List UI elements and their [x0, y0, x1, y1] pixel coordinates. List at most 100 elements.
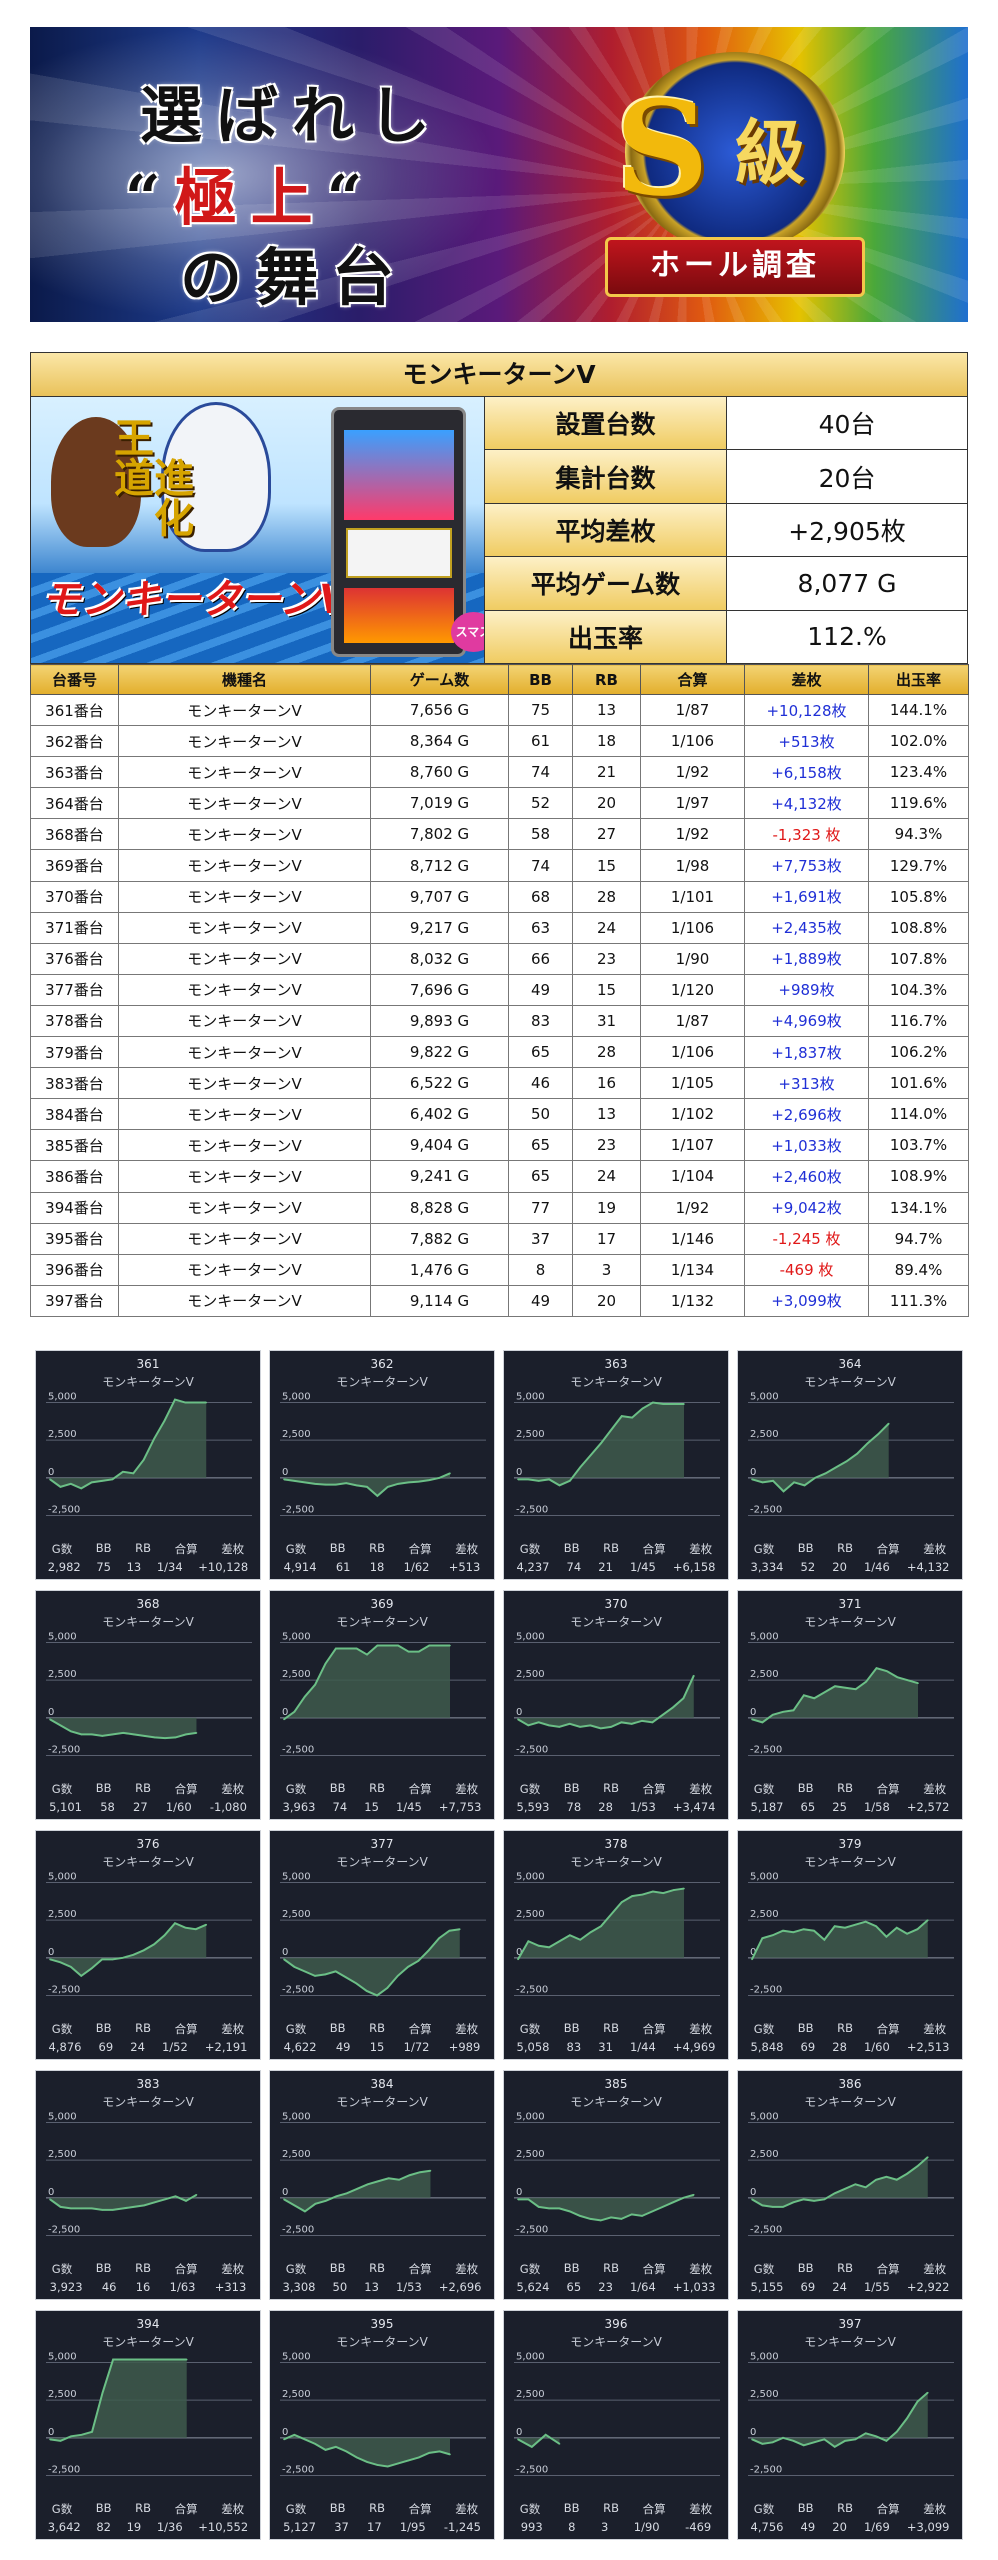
stats-header: RB	[603, 1541, 620, 1555]
stats-header: G数	[519, 2502, 541, 2516]
stats-value: -469	[685, 2520, 712, 2534]
y-tick-label: 0	[516, 1947, 522, 1958]
graph-point	[345, 2192, 348, 2195]
graph-point	[864, 1920, 867, 1923]
graph-line	[751, 1422, 890, 1493]
table-cell: 23	[572, 942, 641, 975]
y-tick-label: -2,500	[48, 1984, 80, 1995]
stats-header-row: G数 BB RB 合算 差枚	[738, 2261, 962, 2277]
stats-value: 4,914	[283, 1560, 317, 1574]
stats-value: 5,155	[750, 2280, 784, 2294]
stats-header: BB	[329, 2021, 346, 2035]
table-cell: モンキーターンⅤ	[118, 1129, 371, 1162]
graph-machine-name: モンキーターンV	[570, 1855, 662, 1869]
graph-point	[101, 1735, 104, 1737]
stats-value: 1/58	[863, 1800, 890, 1814]
stats-header: BB	[563, 1781, 580, 1795]
slump-graph: 5,000 2,500 0 -2,500	[748, 2352, 954, 2476]
stats-header: BB	[95, 2261, 112, 2275]
stats-value-row: 3,334 52 20 1/46 +4,132	[738, 1560, 962, 1574]
graph-point	[49, 2438, 51, 2441]
stats-value: 15	[364, 1800, 379, 1814]
graph-point	[428, 1644, 431, 1647]
graph-point	[283, 2198, 285, 2201]
graph-unit-number: 379	[838, 1837, 862, 1851]
slump-graph-card: 371 モンキーターンV 5,000 2,500 0 -2,500 G数 BB RB 合算 差枚 5,…	[737, 1590, 963, 1820]
y-tick-label: 5,000	[750, 2352, 779, 2363]
graph-point	[631, 1895, 633, 1897]
stats-header: G数	[753, 1542, 775, 1556]
stats-header: G数	[51, 1782, 73, 1796]
graph-point	[345, 1647, 348, 1650]
table-cell: モンキーターンⅤ	[118, 911, 371, 944]
stats-header-row: G数 BB RB 合算 差枚	[504, 2021, 728, 2037]
column-header: 機種名	[118, 664, 371, 695]
graph-area	[752, 1423, 889, 1492]
graph-point	[917, 1682, 919, 1684]
stats-header: 差枚	[455, 1782, 479, 1796]
graph-point	[802, 2198, 805, 2201]
graph-point	[771, 2441, 774, 2444]
graph-stats: G数 BB RB 合算 差枚 5,058 83 31 1/44 +4,969	[504, 2021, 728, 2054]
slump-graph: 5,000 2,500 0 -2,500	[280, 1872, 486, 1997]
quote-mark: “	[326, 161, 377, 234]
table-row: 396番台 モンキーターンⅤ 1,476 G 8 3 1/134 -469 枚 89.4%	[30, 1253, 969, 1286]
stats-header: BB	[329, 2261, 346, 2275]
table-cell: 1/105	[640, 1067, 745, 1100]
stats-header-row: G数 BB RB 合算 差枚	[738, 2021, 962, 2037]
stats-header: G数	[285, 2022, 307, 2036]
graph-stats: G数 BB RB 合算 差枚 5,187 65 25 1/58 +2,572	[738, 1781, 962, 1814]
table-cell: 1/90	[640, 942, 745, 975]
graph-point	[153, 1736, 156, 1739]
y-tick-label: -2,500	[750, 1504, 782, 1515]
stats-header-row: G数 BB RB 合算 差枚	[36, 2501, 260, 2517]
stats-value: 1/60	[863, 2040, 890, 2054]
table-cell: 1/104	[640, 1160, 745, 1193]
graph-point	[517, 1718, 519, 1721]
stats-header: BB	[95, 2021, 112, 2035]
graph-machine-name: モンキーターンV	[804, 1855, 896, 1869]
graph-stats: G数 BB RB 合算 差枚 5,624 65 23 1/64 +1,033	[504, 2261, 728, 2294]
graph-machine-name: モンキーターンV	[570, 1615, 662, 1629]
stats-header: 差枚	[455, 1542, 479, 1556]
stats-header-row: G数 BB RB 合算 差枚	[738, 1541, 962, 1557]
stats-value: 1/53	[395, 2280, 422, 2294]
graph-point	[854, 2183, 857, 2186]
slot-cabinet	[331, 407, 466, 657]
stats-header: 差枚	[923, 1782, 947, 1796]
table-cell: モンキーターンⅤ	[118, 942, 371, 975]
graph-point	[111, 1733, 114, 1736]
slump-graph-card: 395 モンキーターンV 5,000 2,500 0 -2,500 G数 BB RB 合算 差枚 5,…	[269, 2310, 495, 2540]
table-cell: モンキーターンⅤ	[118, 1004, 371, 1038]
graph-point	[793, 1481, 795, 1484]
stats-value: 28	[598, 1800, 613, 1814]
y-tick-label: 2,500	[750, 1429, 779, 1440]
table-cell: 379番台	[30, 1036, 119, 1069]
graph-area	[50, 1717, 197, 1739]
y-tick-label: 2,500	[282, 2149, 311, 2160]
graph-point	[589, 1931, 592, 1934]
graph-point	[548, 1946, 550, 1949]
table-cell: 27	[572, 818, 641, 851]
stats-value-row: 5,187 65 25 1/58 +2,572	[738, 1800, 962, 1814]
y-tick-label: 5,000	[48, 2112, 77, 2123]
graph-point	[824, 1472, 827, 1475]
graph-area	[752, 1668, 918, 1723]
graph-point	[661, 1714, 664, 1716]
graph-point	[335, 2195, 338, 2198]
y-tick-label: -2,500	[282, 2224, 314, 2235]
stats-value: 50	[332, 2280, 348, 2294]
graph-point	[813, 1929, 815, 1932]
table-cell: 1/87	[640, 693, 745, 727]
table-cell: 7,656 G	[370, 693, 509, 727]
graph-stats: G数 BB RB 合算 差枚 3,308 50 13 1/53 +2,696	[270, 2261, 494, 2294]
stats-header: BB	[797, 1541, 814, 1555]
table-row: 386番台 モンキーターンⅤ 9,241 G 65 24 1/104 +2,460枚 108.…	[30, 1160, 969, 1193]
graph-point	[49, 1478, 51, 1481]
table-cell: 369番台	[30, 849, 119, 882]
stats-header: RB	[369, 1541, 386, 1555]
table-cell: 384番台	[30, 1098, 119, 1131]
y-tick-label: 5,000	[516, 2352, 545, 2363]
table-cell: +7,753枚	[744, 849, 869, 882]
stats-header: BB	[563, 1541, 580, 1555]
